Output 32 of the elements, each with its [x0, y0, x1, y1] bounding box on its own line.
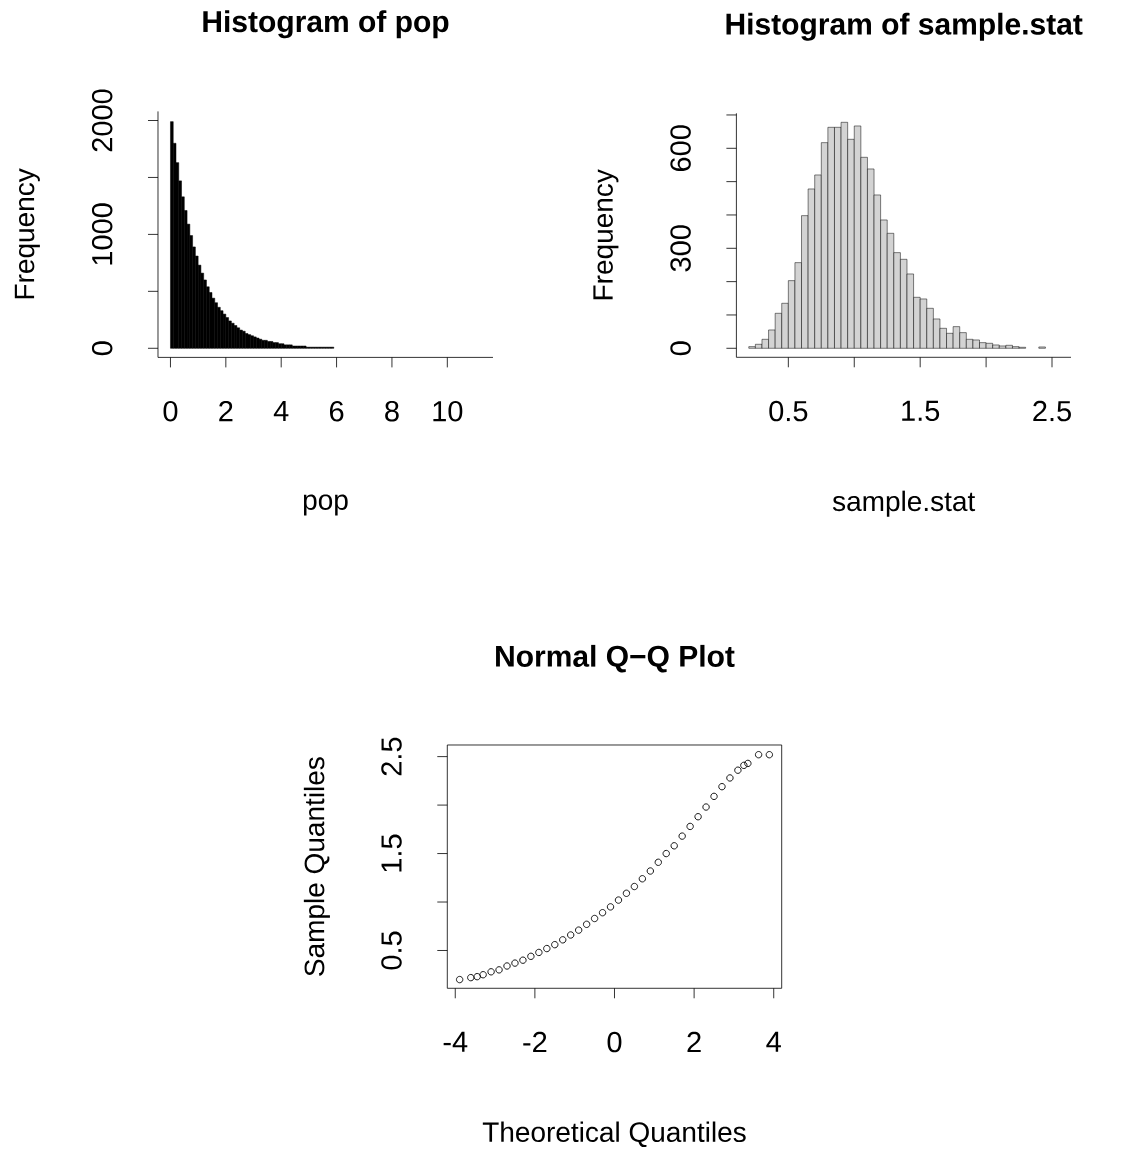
y-tick-label: 2000 [91, 89, 113, 152]
x-tick-label: 4 [766, 1031, 781, 1052]
x-axis-title: pop [303, 494, 348, 516]
y-tick-label: 0.5 [381, 931, 402, 970]
y-tick-label: 0 [670, 341, 691, 356]
y-axis-title: Frequency [14, 168, 40, 299]
x-tick-label: 0 [607, 1031, 622, 1053]
x-axis-title: sample.stat [832, 490, 976, 517]
x-tick-label: 2 [687, 1031, 701, 1053]
x-tick-label: 8 [385, 400, 399, 422]
chart-title: Histogram of sample.stat [726, 12, 1083, 41]
x-tick-label: 1.5 [902, 400, 940, 422]
chart-title: Histogram of pop [203, 10, 449, 39]
x-tick-label: 2.5 [1033, 400, 1071, 422]
y-tick-label: 1000 [91, 203, 113, 265]
y-tick-label: 300 [670, 225, 691, 272]
x-axis-title: Theoretical Quantiles [482, 1121, 746, 1148]
y-tick-label: 1.5 [381, 834, 402, 872]
y-tick-label: 0 [91, 341, 113, 356]
x-tick-label: 10 [433, 400, 463, 422]
x-tick-label: 6 [329, 400, 344, 422]
y-axis-title: Sample Quantiles [303, 757, 330, 976]
x-tick-label: -2 [523, 1031, 547, 1053]
y-axis-title: Frequency [593, 169, 619, 300]
y-tick-label: 600 [670, 125, 691, 172]
y-tick-label: 2.5 [381, 737, 402, 776]
x-tick-label: -4 [443, 1031, 468, 1052]
x-tick-label: 2 [219, 400, 233, 422]
x-tick-label: 0.5 [769, 400, 808, 422]
x-tick-label: 0 [163, 400, 178, 422]
chart-title: Normal Q−Q Plot [496, 644, 735, 673]
x-tick-label: 4 [273, 400, 289, 421]
